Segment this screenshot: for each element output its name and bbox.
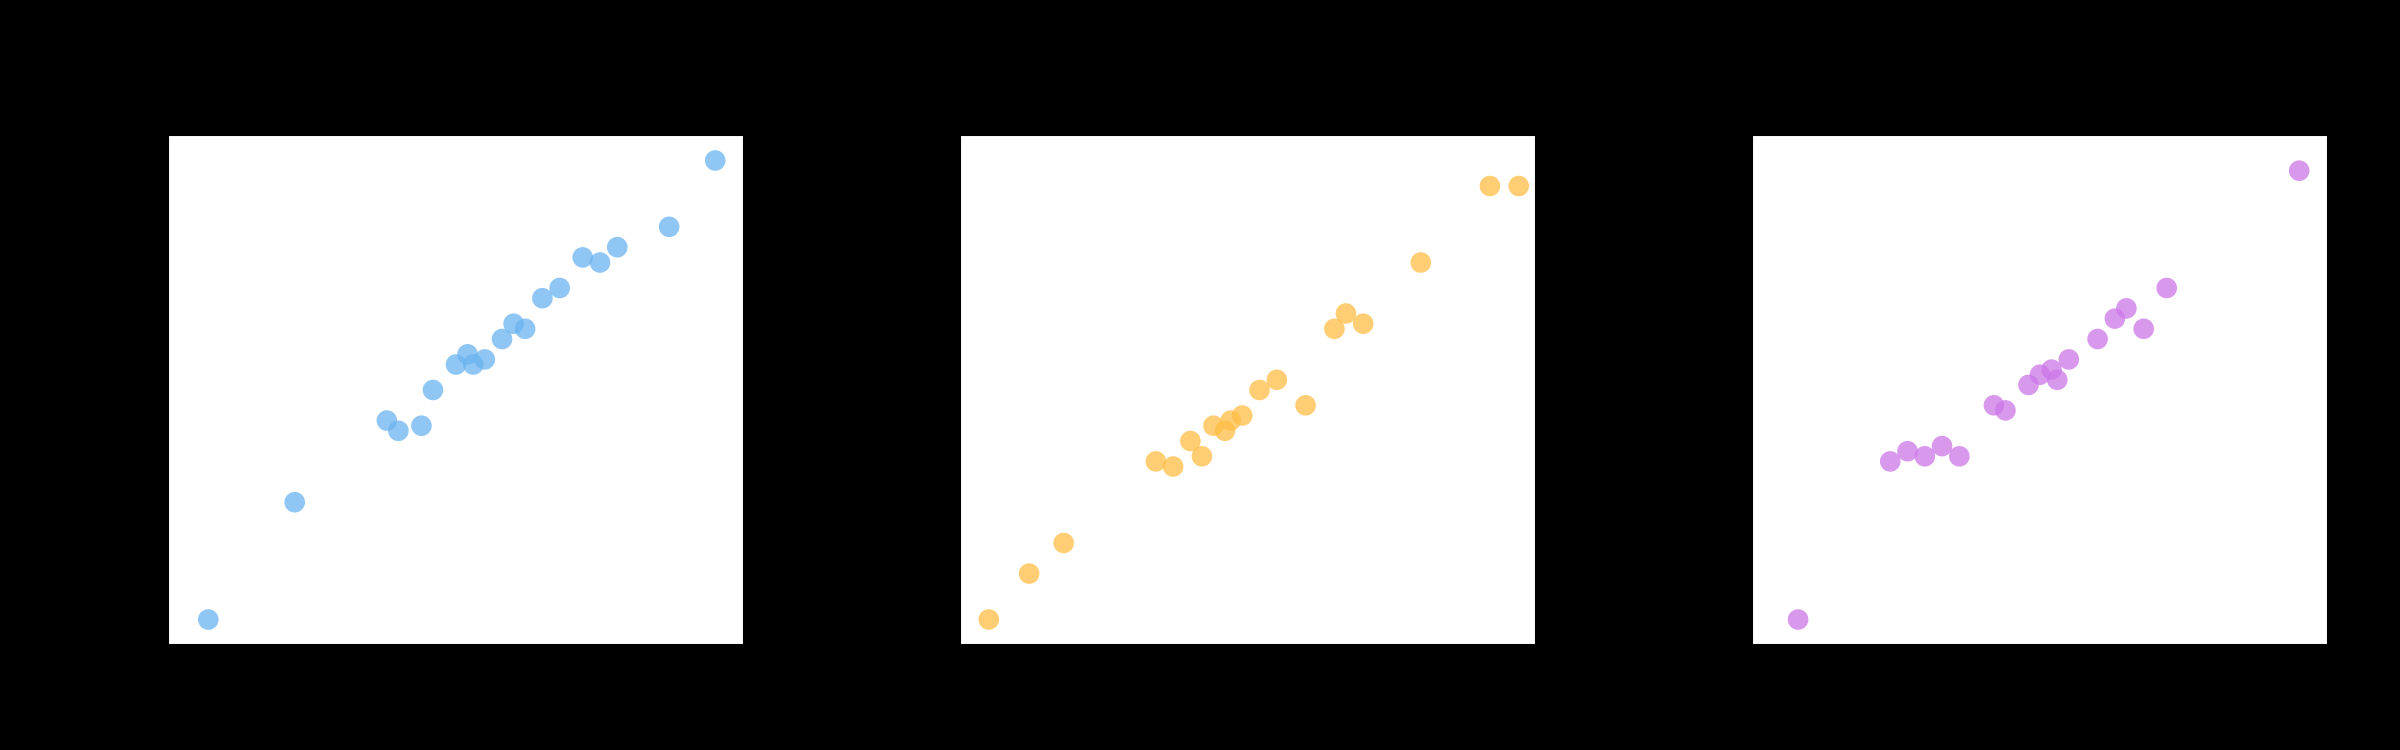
Point [1471,180,1510,192]
Point [1224,410,1262,422]
Point [506,322,545,334]
Point [2095,313,2134,325]
Title: Test-retest reliability: Test-retest reliability [271,92,641,125]
Point [564,251,602,263]
Y-axis label: Rater 2: Rater 2 [1709,329,1740,451]
Point [1975,399,2014,411]
Point [1500,180,1538,192]
Point [1939,450,1978,462]
Point [1987,404,2026,416]
Point [1010,568,1049,580]
Point [190,614,228,626]
Point [1205,424,1243,436]
Point [581,256,619,268]
Point [437,358,475,370]
Point [540,282,578,294]
Point [1212,415,1250,427]
Point [1906,450,1944,462]
X-axis label: Rater 1: Rater 1 [1980,656,2100,689]
Point [2033,364,2071,376]
Point [367,415,406,427]
Point [1889,446,1927,458]
Point [482,333,521,345]
Point [650,220,689,232]
Point [523,292,562,304]
Point [1344,318,1382,330]
Point [449,348,487,360]
Point [696,154,734,166]
X-axis label: First half: First half [1176,656,1320,689]
Y-axis label: Time point 2: Time point 2 [125,285,156,495]
Point [1922,440,1961,452]
Point [2107,302,2146,314]
Point [1171,435,1210,447]
Point [1044,537,1082,549]
Point [413,384,451,396]
Point [494,318,533,330]
Point [2148,282,2186,294]
Point [2124,322,2162,334]
Point [454,358,492,370]
Point [2021,369,2059,381]
X-axis label: Time point 1: Time point 1 [350,656,562,689]
Point [1154,460,1193,472]
Point [1286,399,1325,411]
Y-axis label: Second half: Second half [917,292,948,488]
Point [2050,353,2088,365]
Point [1315,322,1354,334]
Point [1241,384,1279,396]
Point [2038,374,2076,386]
Point [1138,455,1176,467]
Point [1778,614,1817,626]
Point [1195,420,1234,432]
Point [598,242,636,254]
Point [2009,379,2047,391]
Point [1183,450,1222,462]
Point [1402,256,1440,268]
Point [276,496,314,508]
Point [1327,308,1366,320]
Point [466,353,504,365]
Point [2078,333,2117,345]
Point [379,424,418,436]
Title: Interrater reliability: Interrater reliability [1865,92,2215,125]
Point [403,420,442,432]
Point [1872,455,1910,467]
Title: Internal reliability: Internal reliability [1090,92,1406,125]
Point [1258,374,1296,386]
Point [970,614,1008,626]
Point [2280,165,2318,177]
